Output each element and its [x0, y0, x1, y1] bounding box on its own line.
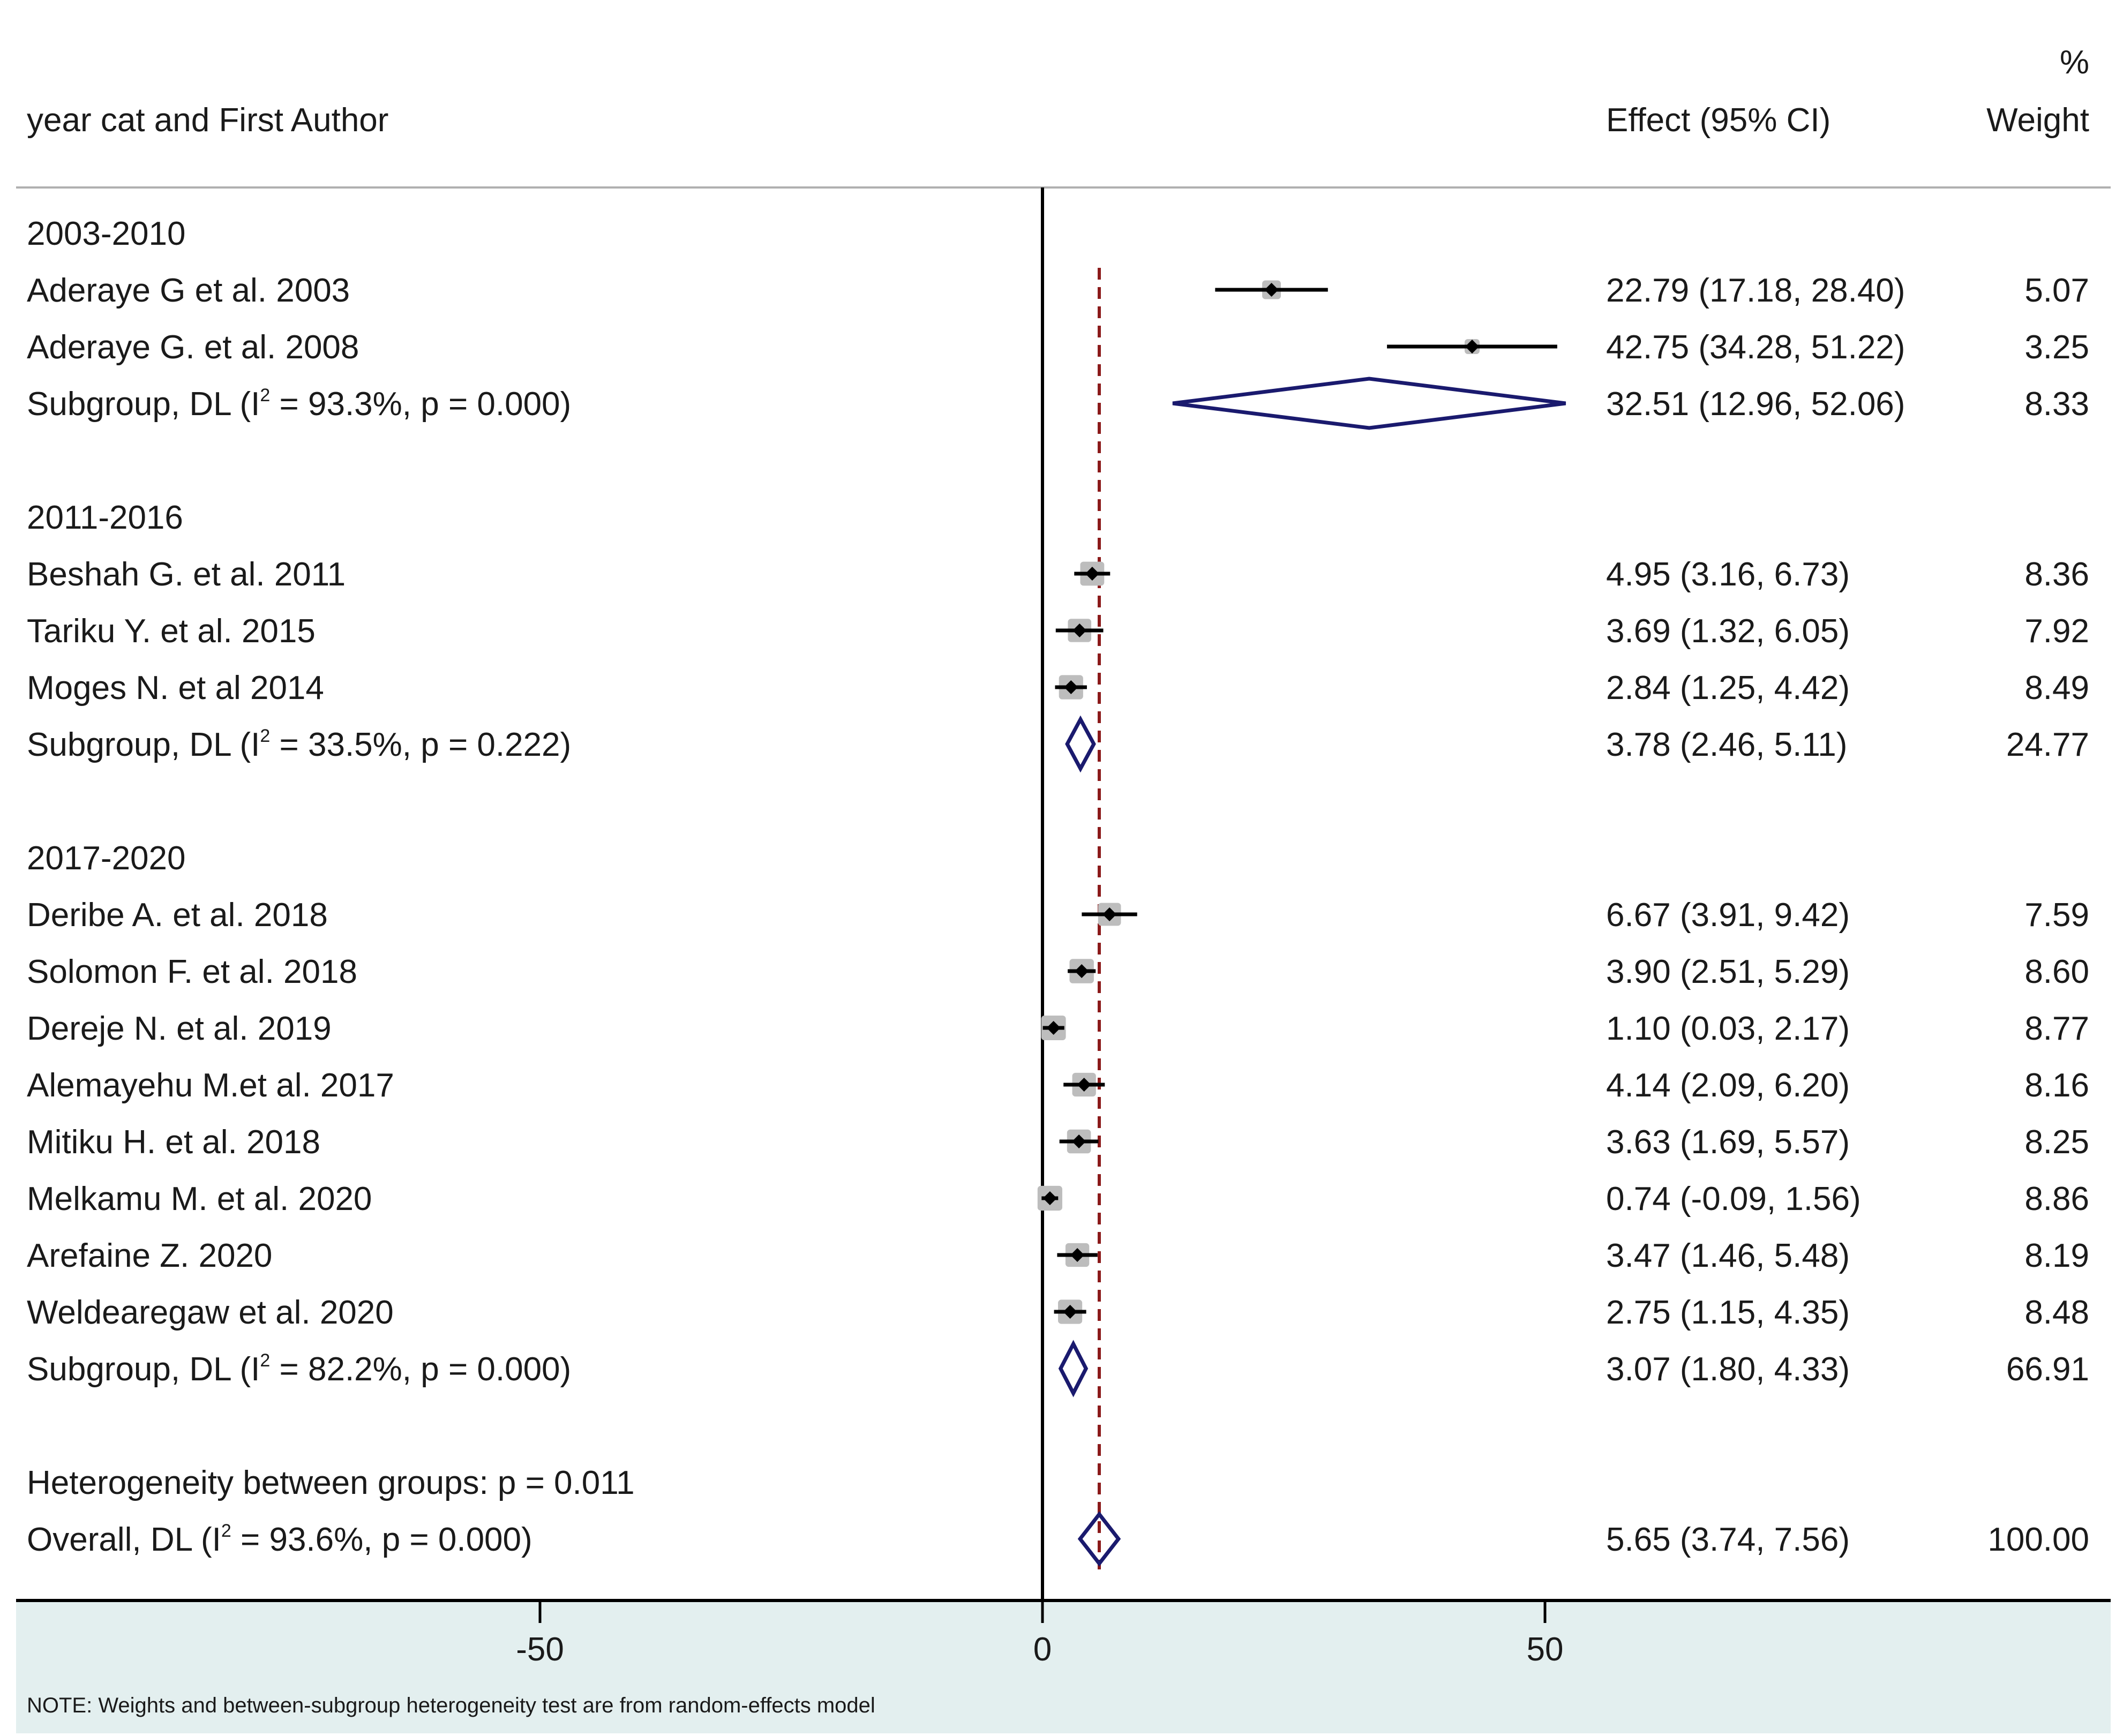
study-label: Solomon F. et al. 2018 — [27, 953, 357, 990]
footnote: NOTE: Weights and between-subgroup heter… — [27, 1694, 875, 1717]
effect-ci-value: 2.75 (1.15, 4.35) — [1606, 1294, 1850, 1331]
weight-value: 3.25 — [2024, 329, 2089, 366]
label-superscript: 2 — [260, 726, 270, 746]
weight-value: 100.00 — [1987, 1521, 2089, 1558]
overall-diamond — [1077, 1511, 1121, 1567]
study-label: Mitiku H. et al. 2018 — [27, 1124, 320, 1161]
effect-ci-value: 1.10 (0.03, 2.17) — [1606, 1010, 1850, 1047]
point-estimate — [1042, 1191, 1057, 1205]
effect-ci-value: 0.74 (-0.09, 1.56) — [1606, 1181, 1861, 1218]
overall-label: Overall, DL (I2 = 93.6%, p = 0.000) — [27, 1521, 532, 1558]
subgroup-label: Subgroup, DL (I2 = 93.3%, p = 0.000) — [27, 385, 571, 423]
weight-value: 8.36 — [2024, 556, 2089, 593]
effect-ci-value: 22.79 (17.18, 28.40) — [1606, 272, 1905, 309]
effect-ci-value: 4.14 (2.09, 6.20) — [1606, 1067, 1850, 1104]
header: year cat and First Author Effect (95% CI… — [27, 44, 2089, 139]
group-label: 2017-2020 — [27, 840, 186, 877]
effect-ci-value: 32.51 (12.96, 52.06) — [1606, 386, 1905, 423]
label-text: = 33.5%, p = 0.222) — [270, 726, 571, 763]
effect-ci-value: 6.67 (3.91, 9.42) — [1606, 897, 1850, 934]
point-estimate — [1075, 964, 1089, 978]
effect-ci-value: 2.84 (1.25, 4.42) — [1606, 670, 1850, 707]
effect-ci-value: 5.65 (3.74, 7.56) — [1606, 1521, 1850, 1558]
weight-value: 8.16 — [2024, 1067, 2089, 1104]
point-estimate — [1264, 283, 1279, 297]
weight-value: 7.92 — [2024, 613, 2089, 650]
study-label: Moges N. et al 2014 — [27, 670, 324, 707]
header-weight-percent: % — [2060, 44, 2089, 81]
effect-ci-value: 42.75 (34.28, 51.22) — [1606, 329, 1905, 366]
study-label: Beshah G. et al. 2011 — [27, 556, 346, 593]
label-superscript: 2 — [221, 1521, 231, 1541]
study-label: Weldearegaw et al. 2020 — [27, 1294, 394, 1331]
study-label: Aderaye G et al. 2003 — [27, 272, 350, 309]
weight-value: 8.19 — [2024, 1237, 2089, 1274]
label-text: = 93.6%, p = 0.000) — [231, 1521, 532, 1558]
point-estimate — [1072, 623, 1087, 637]
header-study-label: year cat and First Author — [27, 102, 388, 139]
label-text: Subgroup, DL (I — [27, 726, 260, 763]
weight-value: 7.59 — [2024, 897, 2089, 934]
study-label: Arefaine Z. 2020 — [27, 1237, 272, 1274]
rows-layer: 2003-2010 Aderaye G et al. 2003 22.79 (17.… — [27, 215, 2089, 1558]
point-estimate — [1102, 907, 1117, 921]
effect-ci-value: 3.47 (1.46, 5.48) — [1606, 1237, 1850, 1274]
weight-value: 8.60 — [2024, 953, 2089, 990]
header-effect-label: Effect (95% CI) — [1606, 102, 1831, 139]
study-label: Deribe A. et al. 2018 — [27, 897, 328, 934]
group-label: 2011-2016 — [27, 499, 183, 536]
weight-value: 66.91 — [2006, 1351, 2089, 1388]
heterogeneity-label: Heterogeneity between groups: p = 0.011 — [27, 1464, 635, 1501]
effect-ci-value: 3.63 (1.69, 5.57) — [1606, 1124, 1850, 1161]
subgroup-diamond — [1065, 715, 1096, 773]
effect-ci-value: 3.07 (1.80, 4.33) — [1606, 1351, 1850, 1388]
x-tick-label: -50 — [516, 1631, 564, 1668]
point-estimate — [1064, 680, 1078, 694]
label-text: = 82.2%, p = 0.000) — [270, 1351, 571, 1388]
weight-value: 8.25 — [2024, 1124, 2089, 1161]
point-estimate — [1085, 567, 1099, 581]
point-estimate — [1465, 340, 1479, 354]
study-label: Melkamu M. et al. 2020 — [27, 1181, 372, 1218]
weight-value: 8.49 — [2024, 670, 2089, 707]
point-estimate — [1077, 1078, 1091, 1092]
point-estimate — [1063, 1305, 1077, 1319]
x-axis: -50 0 50 — [516, 1600, 1563, 1668]
study-label: Tariku Y. et al. 2015 — [27, 613, 316, 650]
weight-value: 8.48 — [2024, 1294, 2089, 1331]
label-superscript: 2 — [260, 385, 270, 405]
weight-value: 8.86 — [2024, 1181, 2089, 1218]
label-text: Overall, DL (I — [27, 1521, 221, 1558]
group-label: 2003-2010 — [27, 215, 186, 252]
subgroup-label: Subgroup, DL (I2 = 82.2%, p = 0.000) — [27, 1350, 571, 1388]
point-estimate — [1070, 1248, 1085, 1262]
label-text: Subgroup, DL (I — [27, 1351, 260, 1388]
label-text: Subgroup, DL (I — [27, 386, 260, 423]
axis-panel-background — [16, 1600, 2111, 1733]
effect-ci-value: 3.78 (2.46, 5.11) — [1606, 726, 1847, 763]
study-label: Aderaye G. et al. 2008 — [27, 329, 359, 366]
weight-value: 8.77 — [2024, 1010, 2089, 1047]
effect-ci-value: 4.95 (3.16, 6.73) — [1606, 556, 1850, 593]
weight-value: 24.77 — [2006, 726, 2089, 763]
study-label: Alemayehu M.et al. 2017 — [27, 1067, 394, 1104]
point-estimate — [1046, 1021, 1061, 1035]
x-tick-label: 50 — [1527, 1631, 1564, 1668]
subgroup-diamond — [1172, 377, 1566, 430]
subgroup-label: Subgroup, DL (I2 = 33.5%, p = 0.222) — [27, 726, 571, 763]
label-text: = 93.3%, p = 0.000) — [270, 386, 571, 423]
label-superscript: 2 — [260, 1350, 270, 1371]
effect-ci-value: 3.69 (1.32, 6.05) — [1606, 613, 1850, 650]
effect-ci-value: 3.90 (2.51, 5.29) — [1606, 953, 1850, 990]
header-weight-label: Weight — [1986, 102, 2089, 139]
point-estimate — [1072, 1134, 1086, 1148]
study-label: Dereje N. et al. 2019 — [27, 1010, 332, 1047]
weight-value: 8.33 — [2024, 386, 2089, 423]
marks-layer — [1037, 280, 1566, 1567]
weight-value: 5.07 — [2024, 272, 2089, 309]
x-tick-label: 0 — [1033, 1631, 1052, 1668]
subgroup-diamond — [1058, 1340, 1089, 1397]
